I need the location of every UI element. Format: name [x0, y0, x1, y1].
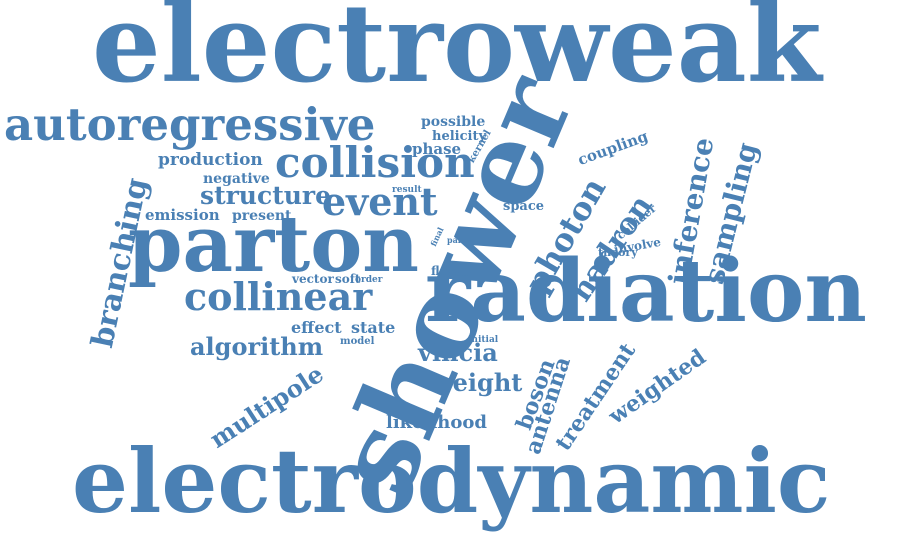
word-electrodynamic: electrodynamic — [72, 429, 831, 533]
word-effect: effect — [291, 318, 342, 337]
word-likelihood: likelihood — [386, 412, 487, 433]
word-pair: pair — [447, 235, 466, 245]
word-possible: possible — [421, 114, 486, 130]
word-helicity: helicity — [432, 129, 487, 144]
word-model: model — [340, 336, 375, 347]
word-present: present — [232, 208, 292, 224]
word-parton: parton — [128, 199, 419, 290]
word-spin: spin — [455, 268, 474, 278]
word-soft: soft — [335, 272, 361, 286]
word-initial: initial — [468, 335, 499, 345]
word-vector: vector — [292, 272, 334, 286]
word-negative: negative — [203, 171, 270, 187]
word-phase: phase — [412, 140, 462, 158]
word-result: result — [392, 185, 422, 195]
word-space: space — [503, 199, 545, 214]
word-theory: theory — [598, 246, 638, 259]
word-event: event — [322, 179, 438, 224]
word-state: state — [351, 318, 396, 337]
word-autoregressive: autoregressive — [4, 98, 376, 151]
word-radiation: radiation — [425, 241, 867, 342]
word-order: order — [355, 275, 383, 285]
word-algorithm: algorithm — [190, 332, 324, 361]
word-flow: flow — [431, 264, 459, 278]
word-emission: emission — [145, 206, 220, 224]
word-structure: structure — [200, 181, 331, 210]
word-electroweak: electroweak — [92, 0, 822, 107]
word-weight: weight — [432, 368, 523, 397]
word-collinear: collinear — [184, 274, 373, 319]
word-production: production — [158, 150, 263, 170]
word-vincia: vincia — [418, 338, 498, 367]
word-collision: collision — [275, 138, 475, 187]
